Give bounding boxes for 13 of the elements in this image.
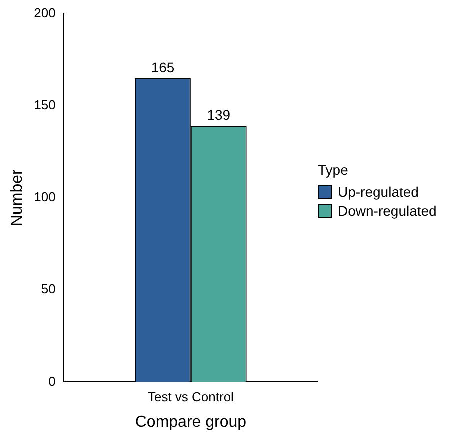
legend-title: Type bbox=[318, 162, 350, 178]
x-tick-label: Test vs Control bbox=[148, 390, 234, 405]
data-label: 139 bbox=[207, 107, 231, 124]
y-tick-label: 200 bbox=[34, 6, 56, 21]
y-tick-label: 0 bbox=[48, 374, 56, 389]
y-tick-label: 100 bbox=[34, 190, 56, 205]
x-axis-title: Compare group bbox=[135, 414, 247, 431]
data-label: 165 bbox=[151, 59, 175, 76]
text: Up-regulated bbox=[338, 184, 419, 200]
y-tick-label: 150 bbox=[34, 98, 56, 113]
legend-label: Down-regulated bbox=[338, 203, 437, 219]
y-tick-label: 50 bbox=[41, 282, 56, 297]
y-axis-title: Number bbox=[9, 168, 26, 227]
